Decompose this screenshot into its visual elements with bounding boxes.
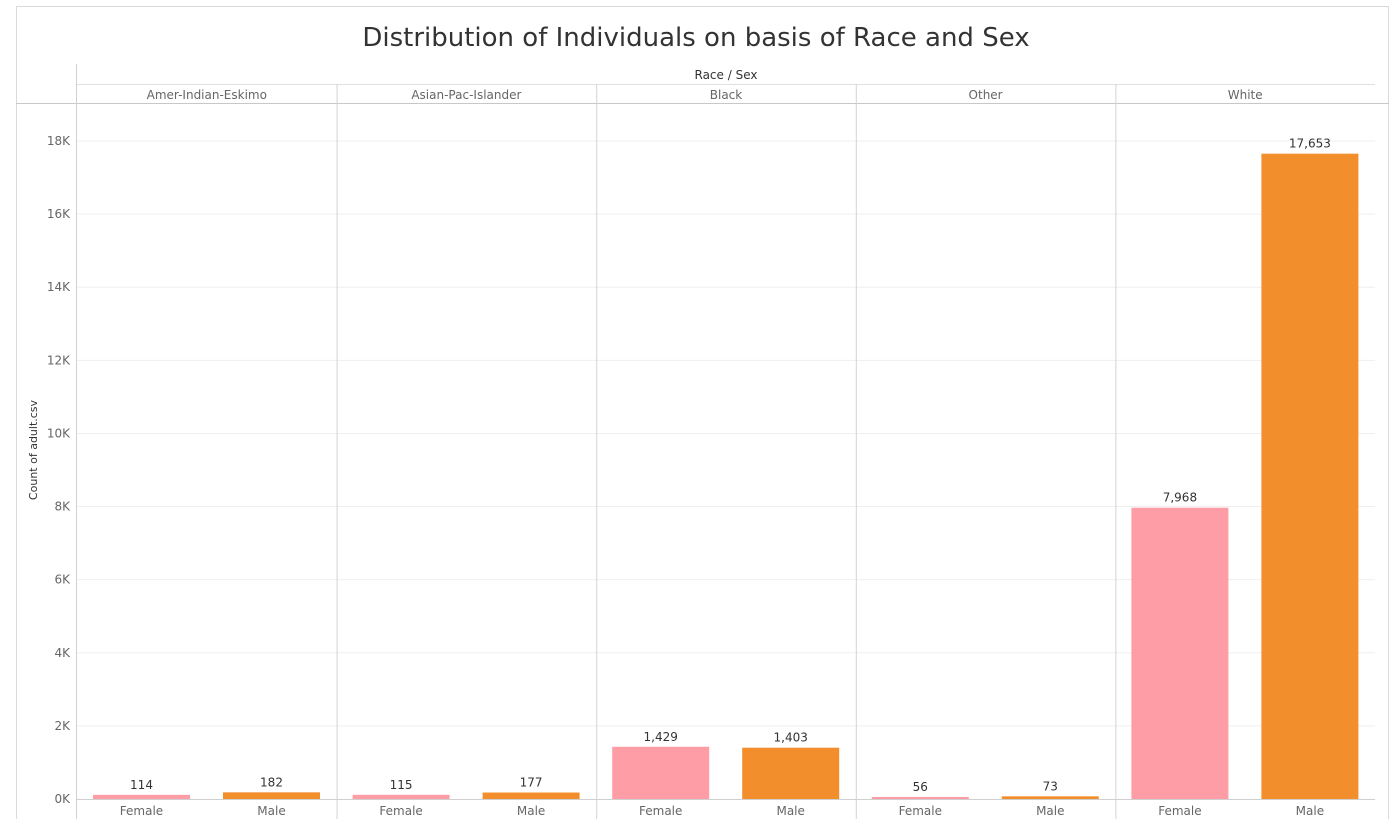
sex-label: Female [899,804,942,818]
gridlines [77,140,1375,800]
sex-label: Male [1296,804,1324,818]
race-header-label: Amer-Indian-Eskimo [147,88,267,102]
sex-labels: Female Male Female Male Female Male Female Male… [120,804,1324,818]
bar-female [612,746,710,799]
sex-label: Male [776,804,804,818]
bars [93,153,1359,799]
sex-label: Female [120,804,163,818]
race-header-label: White [1228,88,1263,102]
race-headers: Amer-Indian-Eskimo Asian-Pac-Islander Blac… [147,88,1263,102]
sex-label: Male [517,804,545,818]
bar-female [1131,507,1229,799]
bar-value-label: 1,429 [644,730,678,744]
race-sex-header: Race / Sex [695,68,758,82]
y-tick-label: 2K [54,719,71,733]
bar-male [742,747,840,799]
sex-label: Female [379,804,422,818]
bar-value-label: 56 [913,780,928,794]
bar-male [223,792,320,799]
y-tick-label: 12K [47,353,71,367]
race-header-label: Black [710,88,743,102]
bar-value-label: 182 [260,775,283,789]
sex-label: Male [257,804,285,818]
panel-dividers [16,64,1389,819]
race-header-label: Other [969,88,1003,102]
bar-female [871,796,969,799]
y-tick-label: 10K [47,426,71,440]
y-tick-label: 14K [47,280,71,294]
y-tick-label: 16K [47,207,71,221]
bar-male [1001,796,1099,799]
y-tick-label: 0K [54,792,71,806]
bar-male [482,792,580,799]
y-axis-title: Count of adult.csv [27,399,40,500]
y-tick-label: 18K [47,134,71,148]
bar-male [1261,153,1359,799]
y-tick-label: 8K [54,500,71,514]
bar-value-label: 1,403 [774,731,808,745]
sex-label: Female [1158,804,1201,818]
bar-value-label: 7,968 [1163,491,1197,505]
chart-title: Distribution of Individuals on basis of … [362,23,1029,53]
data-labels: 114 182 115 177 1,429 1,403 56 73 7,968 17,653 [130,137,1331,794]
bar-value-label: 114 [130,778,153,792]
race-header-label: Asian-Pac-Islander [411,88,521,102]
sex-label: Male [1036,804,1064,818]
bar-value-label: 115 [390,778,413,792]
bar-value-label: 177 [520,776,543,790]
y-tick-label: 4K [54,646,71,660]
y-tick-label: 6K [54,573,71,587]
bar-female [93,794,190,799]
sex-label: Female [639,804,682,818]
y-axis-ticks: 0K 2K 4K 6K 8K 10K 12K 14K 16K 18K [47,134,71,806]
bar-value-label: 73 [1043,779,1058,793]
bar-value-label: 17,653 [1289,137,1331,151]
bar-female [352,794,450,799]
